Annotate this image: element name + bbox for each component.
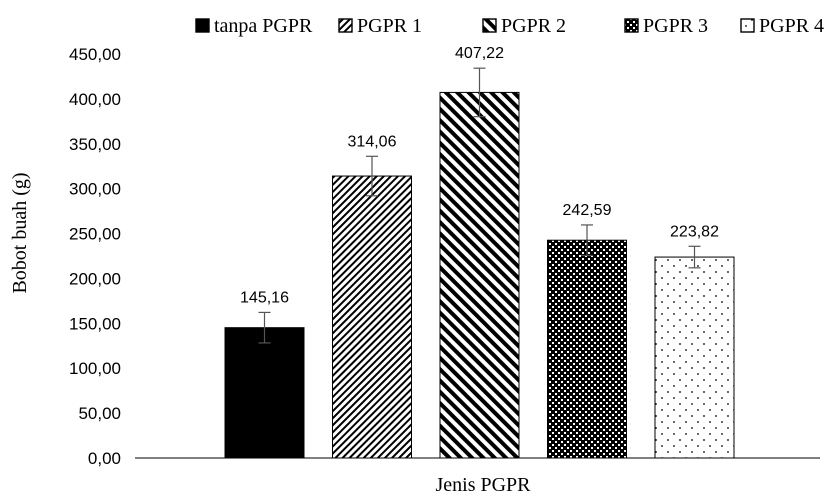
bar-pgpr-4 xyxy=(654,256,735,459)
y-axis-title: Bobot buah (g) xyxy=(9,172,31,293)
legend-item: PGPR 4 xyxy=(740,15,824,37)
data-label: 314,06 xyxy=(348,133,397,150)
y-tick-label: 0,00 xyxy=(88,449,121,468)
error-bar xyxy=(366,155,378,197)
data-labels: 145,16 314,06 407,22 242,59 223,82 xyxy=(240,45,719,306)
legend-swatch xyxy=(338,18,353,33)
legend-item: tanpa PGPR xyxy=(195,15,313,37)
bars xyxy=(224,91,735,459)
data-label: 145,16 xyxy=(240,289,289,306)
y-tick-label: 300,00 xyxy=(69,180,121,199)
legend-label: PGPR 1 xyxy=(357,15,422,37)
y-tick-label: 50,00 xyxy=(78,404,121,423)
data-label: 407,22 xyxy=(455,45,504,62)
legend-label: PGPR 4 xyxy=(759,15,824,37)
legend-item: PGPR 3 xyxy=(624,15,708,37)
error-bars xyxy=(258,67,701,344)
y-tick-label: 100,00 xyxy=(69,359,121,378)
y-tick-label: 350,00 xyxy=(69,135,121,154)
bar-pgpr-3 xyxy=(547,239,627,459)
y-axis: 0,00 50,00 100,00 150,00 200,00 250,00 300,00 3… xyxy=(69,45,121,468)
y-tick-label: 250,00 xyxy=(69,225,121,244)
legend-item: PGPR 2 xyxy=(482,15,566,37)
y-tick-label: 450,00 xyxy=(69,45,121,64)
legend-label: PGPR 3 xyxy=(643,15,708,37)
y-tick-label: 400,00 xyxy=(69,90,121,109)
legend-label: tanpa PGPR xyxy=(214,15,313,37)
error-bar xyxy=(473,67,486,118)
error-bar xyxy=(258,311,271,344)
y-tick-label: 200,00 xyxy=(69,269,121,288)
legend-item: PGPR 1 xyxy=(338,15,422,37)
legend-swatch xyxy=(482,18,497,33)
legend-swatch xyxy=(624,18,639,33)
bar-pgpr-1 xyxy=(332,175,412,459)
x-axis-title: Jenis PGPR xyxy=(435,474,531,496)
data-label: 223,82 xyxy=(670,223,719,240)
legend-swatch xyxy=(740,18,755,33)
legend-label: PGPR 2 xyxy=(501,15,566,37)
data-label: 242,59 xyxy=(563,202,612,219)
y-tick-label: 150,00 xyxy=(69,314,121,333)
error-bar xyxy=(581,224,593,257)
bar-tanpa-pgpr xyxy=(224,327,305,459)
legend-swatch xyxy=(195,18,210,33)
bar-pgpr-2 xyxy=(439,91,520,459)
legend: tanpa PGPR PGPR 1 PGPR 2 PGPR 3 PGPR 4 xyxy=(195,15,824,37)
error-bar xyxy=(688,245,701,269)
